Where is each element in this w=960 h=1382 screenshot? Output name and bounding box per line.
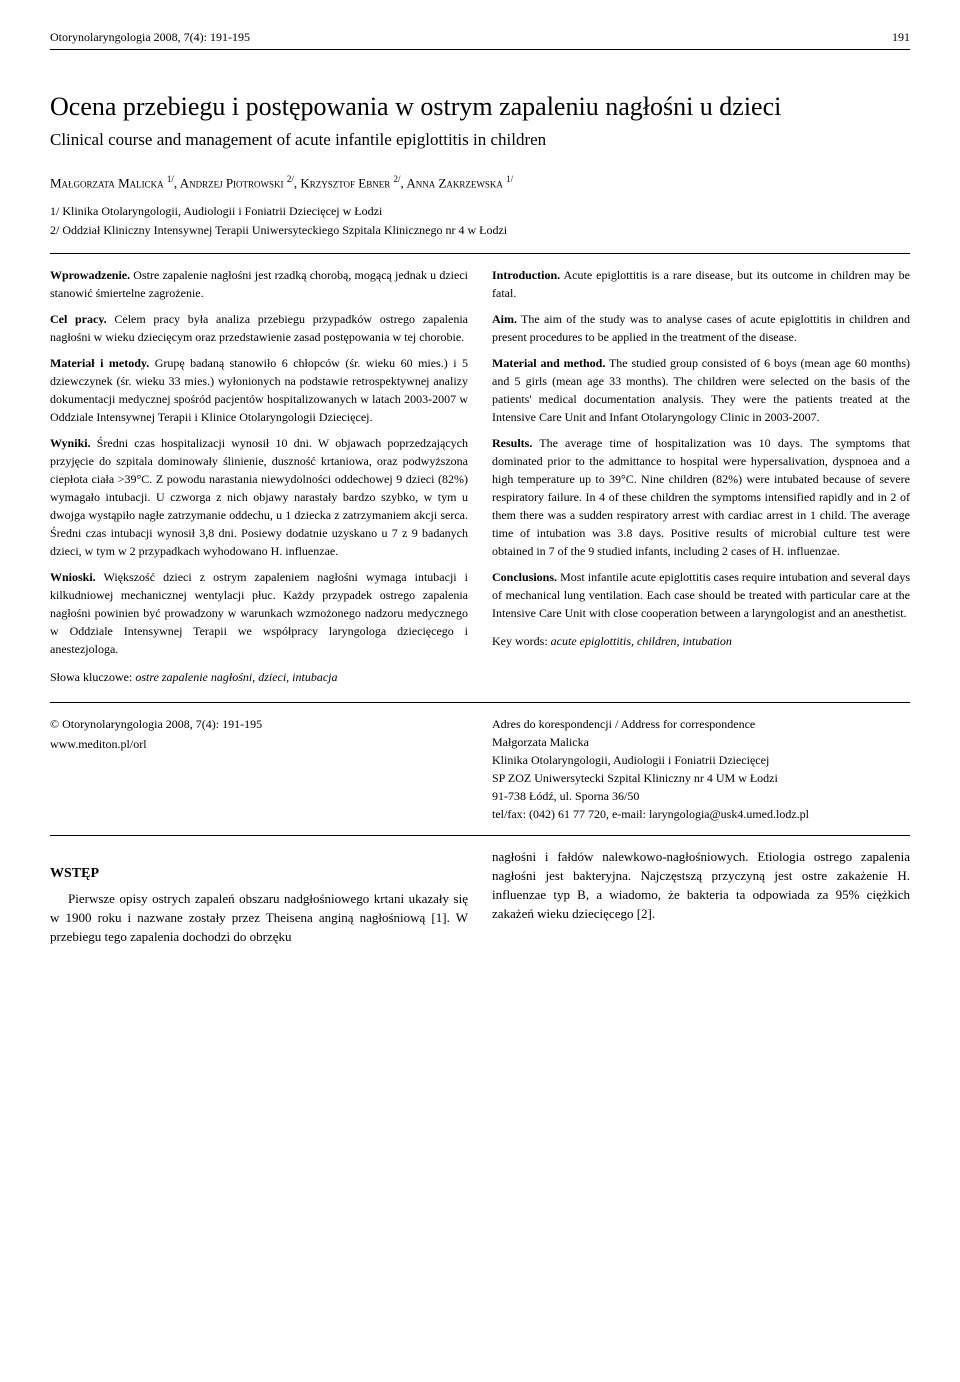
body-right-paragraph: nagłośni i fałdów nalewkowo-nagłośniowyc… bbox=[492, 848, 910, 923]
rule-above-abstract bbox=[50, 253, 910, 254]
footer-grid: © Otorynolaryngologia 2008, 7(4): 191-19… bbox=[50, 715, 910, 823]
abs-pl-p5-lead: Wnioski. bbox=[50, 570, 96, 584]
abs-en-p5: Conclusions. Most infantile acute epiglo… bbox=[492, 568, 910, 622]
keywords-pl-lead: Słowa kluczowe: bbox=[50, 670, 132, 684]
address-line-4: tel/fax: (042) 61 77 720, e-mail: laryng… bbox=[492, 805, 910, 823]
header-rule bbox=[50, 49, 910, 50]
abs-pl-p5: Wnioski. Większość dzieci z ostrym zapal… bbox=[50, 568, 468, 658]
abs-en-p3-lead: Material and method. bbox=[492, 356, 605, 370]
abs-pl-p4-lead: Wyniki. bbox=[50, 436, 91, 450]
abs-en-p3: Material and method. The studied group c… bbox=[492, 354, 910, 426]
abstract-pl: Wprowadzenie. Ostre zapalenie nagłośni j… bbox=[50, 266, 468, 690]
keywords-en-text: acute epiglottitis, children, intubation bbox=[548, 634, 732, 648]
abs-pl-p5-text: Większość dzieci z ostrym zapaleniem nag… bbox=[50, 570, 468, 656]
abs-en-p1-lead: Introduction. bbox=[492, 268, 560, 282]
body-left-paragraph: Pierwsze opisy ostrych zapaleń obszaru n… bbox=[50, 890, 468, 947]
affiliation-1-text: 1/ Klinika Otolaryngologii, Audiologii i… bbox=[50, 204, 382, 218]
abs-pl-p1-lead: Wprowadzenie. bbox=[50, 268, 130, 282]
journal-ref: © Otorynolaryngologia 2008, 7(4): 191-19… bbox=[50, 715, 468, 733]
affiliations: 1/ Klinika Otolaryngologii, Audiologii i… bbox=[50, 201, 910, 239]
abs-en-p1: Introduction. Acute epiglottitis is a ra… bbox=[492, 266, 910, 302]
abstract-en: Introduction. Acute epiglottitis is a ra… bbox=[492, 266, 910, 690]
abs-en-p2-lead: Aim. bbox=[492, 312, 517, 326]
abs-pl-p2-text: Celem pracy była analiza przebiegu przyp… bbox=[50, 312, 468, 344]
abs-pl-p1: Wprowadzenie. Ostre zapalenie nagłośni j… bbox=[50, 266, 468, 302]
rule-below-footer bbox=[50, 835, 910, 836]
abs-pl-p2: Cel pracy. Celem pracy była analiza prze… bbox=[50, 310, 468, 346]
keywords-en-lead: Key words: bbox=[492, 634, 548, 648]
body-columns: WSTĘP Pierwsze opisy ostrych zapaleń obs… bbox=[50, 848, 910, 947]
abs-pl-p3: Materiał i metody. Grupę badaną stanowił… bbox=[50, 354, 468, 426]
address-title: Adres do korespondencji / Address for co… bbox=[492, 715, 910, 733]
title-en: Clinical course and management of acute … bbox=[50, 130, 910, 150]
abs-pl-p4: Wyniki. Średni czas hospitalizacji wynos… bbox=[50, 434, 468, 560]
body-col-right: nagłośni i fałdów nalewkowo-nagłośniowyc… bbox=[492, 848, 910, 947]
abs-en-p4-lead: Results. bbox=[492, 436, 532, 450]
abs-pl-p4-text: Średni czas hospitalizacji wynosił 10 dn… bbox=[50, 436, 468, 558]
abs-en-p2: Aim. The aim of the study was to analyse… bbox=[492, 310, 910, 346]
footer-right: Adres do korespondencji / Address for co… bbox=[492, 715, 910, 823]
abs-en-p4: Results. The average time of hospitaliza… bbox=[492, 434, 910, 560]
address-line-1: Klinika Otolaryngologii, Audiologii i Fo… bbox=[492, 751, 910, 769]
keywords-pl-text: ostre zapalenie nagłośni, dzieci, intuba… bbox=[132, 670, 337, 684]
abs-en-p4-text: The average time of hospitalization was … bbox=[492, 436, 910, 558]
journal-url: www.mediton.pl/orl bbox=[50, 735, 468, 753]
keywords-pl: Słowa kluczowe: ostre zapalenie nagłośni… bbox=[50, 668, 468, 686]
abs-pl-p3-lead: Materiał i metody. bbox=[50, 356, 149, 370]
authors: Małgorzata Malicka 1/, Andrzej Piotrowsk… bbox=[50, 174, 910, 191]
section-heading-wstep: WSTĘP bbox=[50, 864, 468, 884]
address-line-2: SP ZOZ Uniwersytecki Szpital Kliniczny n… bbox=[492, 769, 910, 787]
correspondent-name: Małgorzata Malicka bbox=[492, 733, 910, 751]
footer-left: © Otorynolaryngologia 2008, 7(4): 191-19… bbox=[50, 715, 468, 823]
running-header-left: Otorynolaryngologia 2008, 7(4): 191-195 bbox=[50, 30, 250, 45]
abs-en-p2-text: The aim of the study was to analyse case… bbox=[492, 312, 910, 344]
page-number: 191 bbox=[892, 30, 910, 45]
running-header: Otorynolaryngologia 2008, 7(4): 191-195 … bbox=[50, 30, 910, 45]
address-line-3: 91-738 Łódź, ul. Sporna 36/50 bbox=[492, 787, 910, 805]
body-col-left: WSTĘP Pierwsze opisy ostrych zapaleń obs… bbox=[50, 848, 468, 947]
rule-below-abstract bbox=[50, 702, 910, 703]
keywords-en: Key words: acute epiglottitis, children,… bbox=[492, 632, 910, 650]
affiliation-2-text: 2/ Oddział Kliniczny Intensywnej Terapii… bbox=[50, 223, 507, 237]
affiliation-2: 2/ Oddział Kliniczny Intensywnej Terapii… bbox=[50, 220, 910, 239]
abs-en-p5-lead: Conclusions. bbox=[492, 570, 557, 584]
title-pl: Ocena przebiegu i postępowania w ostrym … bbox=[50, 90, 910, 124]
abs-pl-p2-lead: Cel pracy. bbox=[50, 312, 107, 326]
affiliation-1: 1/ Klinika Otolaryngologii, Audiologii i… bbox=[50, 201, 910, 220]
abstract-columns: Wprowadzenie. Ostre zapalenie nagłośni j… bbox=[50, 266, 910, 690]
